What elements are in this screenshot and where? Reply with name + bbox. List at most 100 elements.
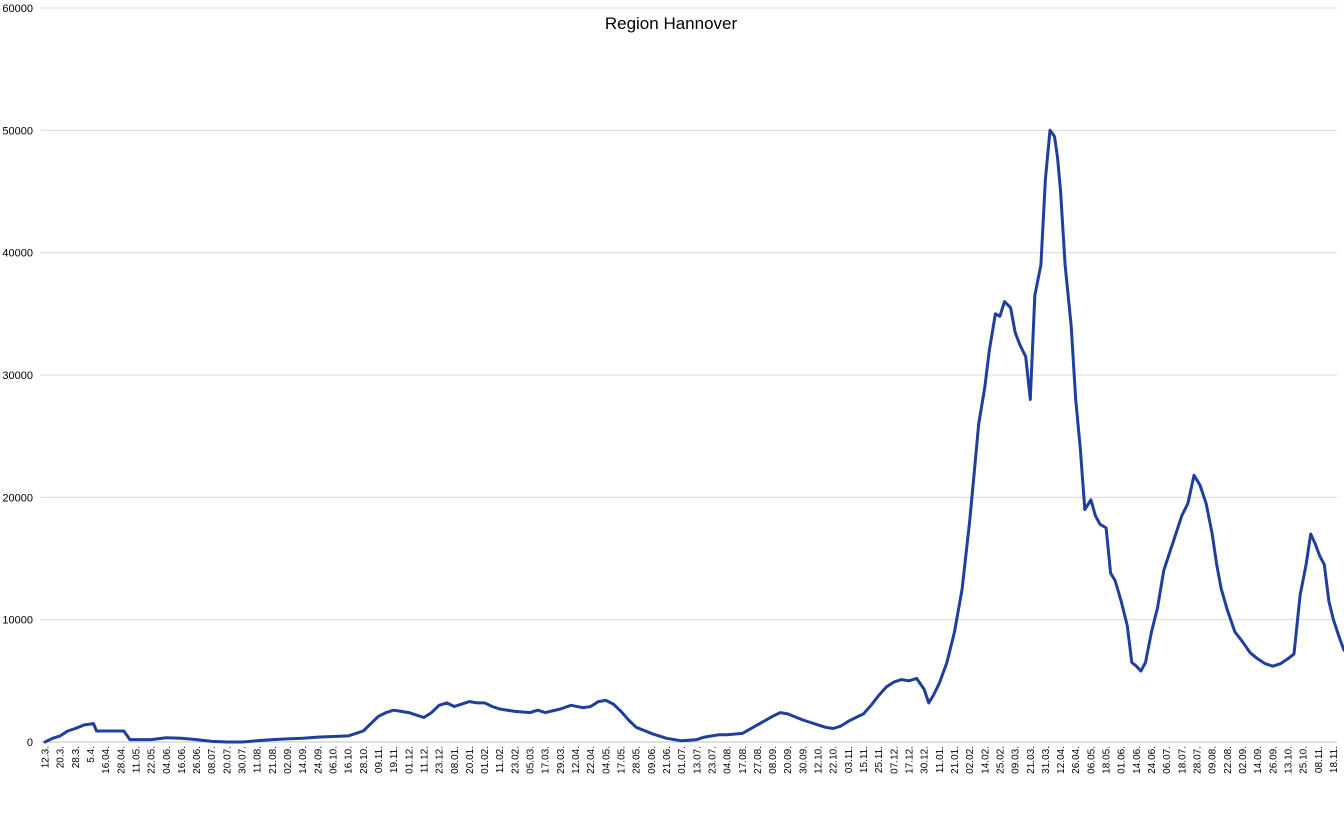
y-tick-label: 30000 [2,370,33,382]
x-tick-label: 11.08. [253,746,264,773]
x-tick-label: 13.07. [692,746,703,774]
x-tick-label: 12.04. [1056,746,1067,774]
x-tick-label: 23.12. [435,746,446,774]
x-tick-label: 21.06. [662,746,673,774]
x-tick-label: 05.03. [526,746,537,774]
x-tick-label: 16.06. [177,746,188,774]
x-tick-label: 04.06. [162,746,173,774]
x-tick-label: 22.10. [829,746,840,774]
x-tick-label: 08.07. [207,746,218,774]
x-tick-label: 14.02. [980,746,991,774]
x-tick-label: 18.07. [1177,746,1188,774]
x-tick-label: 22.04. [586,746,597,774]
x-tick-label: 17.05. [617,746,628,774]
x-tick-label: 06.10. [329,746,340,774]
x-tick-label: 12.10. [814,746,825,774]
x-tick-label: 21.03. [1026,746,1037,774]
x-tick-label: 17.08. [738,746,749,774]
x-tick-label: 11.02. [495,746,506,773]
x-tick-label: 20.07. [222,746,233,774]
x-tick-label: 27.08. [753,746,764,774]
y-tick-label: 60000 [2,3,33,15]
y-tick-label: 20000 [2,492,33,504]
x-tick-label: 18.05. [1102,746,1113,774]
y-tick-label: 0 [27,737,33,749]
x-tick-label: 23.02. [510,746,521,774]
x-tick-label: 02.09. [1238,746,1249,774]
x-axis-tick-labels: 12.3. 20.3. 28.3. 5.4. 16.04. 28.04. 11.05. 22.… [41,746,1340,774]
x-tick-label: 17.03. [541,746,552,774]
x-tick-label: 28.04. [116,746,127,774]
x-tick-label: 26.06. [192,746,203,774]
x-tick-label: 16.04. [101,746,112,774]
y-tick-label: 50000 [2,125,33,137]
x-tick-label: 21.08. [268,746,279,774]
x-tick-label: 24.09. [313,746,324,774]
x-tick-label: 06.07. [1162,746,1173,774]
x-tick-label: 11.12. [419,746,430,773]
x-tick-label: 28.07. [1193,746,1204,774]
x-tick-label: 28.10. [359,746,370,774]
x-tick-label: 01.12. [404,746,415,774]
y-tick-label: 10000 [2,615,33,627]
x-tick-label: 04.08. [723,746,734,774]
x-tick-label: 13.10. [1283,746,1294,774]
x-tick-label: 30.09. [798,746,809,774]
y-axis-tick-labels: 0 10000 20000 30000 40000 50000 60000 [2,3,33,749]
x-tick-label: 11.01. [935,746,946,773]
x-tick-label: 02.02. [965,746,976,774]
x-tick-label: 03.11. [844,746,855,773]
x-tick-label: 20.09. [783,746,794,774]
x-tick-label: 02.09. [283,746,294,774]
x-tick-label: 12.04. [571,746,582,774]
x-tick-label: 09.11. [374,746,385,773]
x-tick-label: 5.4. [86,746,97,763]
x-tick-label: 26.04. [1071,746,1082,774]
x-tick-label: 01.06. [1117,746,1128,774]
x-tick-label: 20.3. [56,746,67,768]
x-tick-label: 14.09. [1253,746,1264,774]
x-tick-label: 24.06. [1147,746,1158,774]
x-tick-label: 31.03. [1041,746,1052,774]
x-tick-label: 09.03. [1011,746,1022,774]
x-tick-label: 11.05. [131,746,142,773]
gridlines [41,7,1337,743]
x-tick-label: 01.07. [677,746,688,774]
x-tick-label: 30.07. [238,746,249,774]
x-tick-label: 14.06. [1132,746,1143,774]
x-tick-label: 25.10. [1299,746,1310,774]
x-tick-label: 07.12. [889,746,900,774]
x-tick-label: 16.10. [344,746,355,774]
x-tick-label: 01.02. [480,746,491,774]
x-tick-label: 12.3. [41,746,52,768]
x-tick-label: 22.08. [1223,746,1234,774]
x-tick-label: 29.03. [556,746,567,774]
y-tick-label: 40000 [2,248,33,260]
x-tick-label: 21.01. [950,746,961,774]
x-tick-label: 23.07. [707,746,718,774]
x-tick-label: 08.09. [768,746,779,774]
x-tick-label: 25.02. [995,746,1006,774]
x-tick-label: 06.05. [1086,746,1097,774]
x-tick-label: 08.11. [1314,746,1325,773]
x-tick-label: 15.11. [859,746,870,773]
x-tick-label: 04.05. [601,746,612,774]
x-tick-label: 17.12. [905,746,916,774]
x-tick-label: 20.01. [465,746,476,774]
x-tick-label: 14.09. [298,746,309,774]
x-tick-label: 08.01. [450,746,461,774]
x-tick-label: 09.06. [647,746,658,774]
x-tick-label: 28.05. [632,746,643,774]
x-tick-label: 19.11. [389,746,400,773]
x-tick-label: 26.09. [1268,746,1279,774]
x-tick-label: 18.11. [1329,746,1340,773]
series-line [43,128,1344,744]
x-tick-label: 28.3. [71,746,82,768]
series-group [43,128,1344,744]
x-tick-label: 30.12. [920,746,931,774]
x-tick-label: 25.11. [874,746,885,773]
chart-title: Region Hannover [605,14,738,33]
x-tick-label: 22.05. [147,746,158,774]
x-tick-label: 09.08. [1208,746,1219,774]
